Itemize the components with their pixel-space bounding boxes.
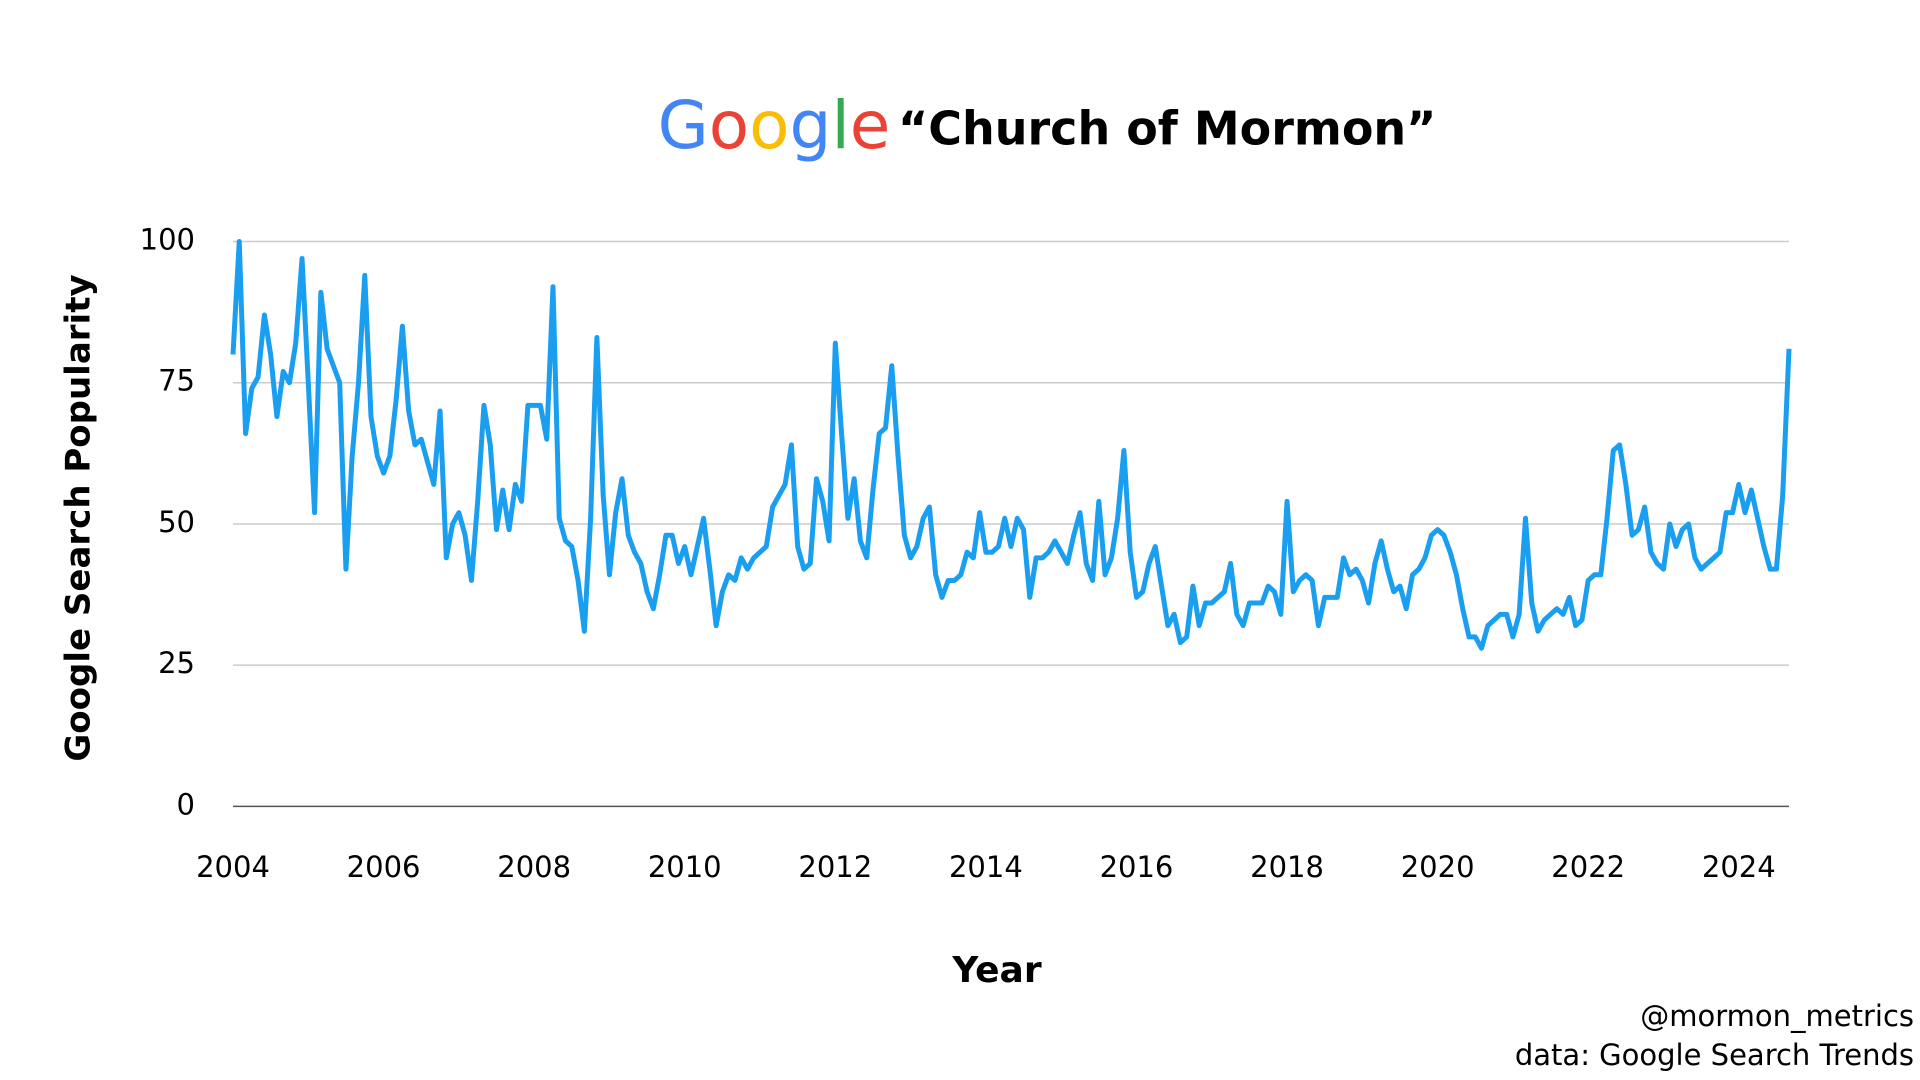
credit: @mormon_metrics — [1640, 999, 1914, 1033]
x-tick-label: 2008 — [497, 850, 571, 884]
source: data: Google Search Trends — [1515, 1038, 1914, 1072]
x-tick-label: 2010 — [648, 850, 722, 884]
x-tick-label: 2020 — [1401, 850, 1475, 884]
logo-letter: g — [790, 87, 832, 164]
logo: Google — [658, 87, 891, 164]
y-tick-label: 0 — [177, 787, 195, 821]
x-axis-label: Year — [951, 950, 1041, 991]
y-tick-label: 50 — [158, 505, 195, 539]
logo-letter: G — [658, 87, 709, 164]
logo-letter: o — [749, 87, 789, 164]
x-tick-label: 2006 — [347, 850, 421, 884]
x-tick-label: 2024 — [1702, 850, 1776, 884]
data-line — [230, 239, 1792, 651]
logo-letter: l — [831, 87, 849, 164]
y-tick-label: 75 — [158, 364, 195, 398]
x-tick-label: 2022 — [1551, 850, 1625, 884]
x-tick-label: 2018 — [1250, 850, 1324, 884]
y-tick-label: 25 — [158, 646, 195, 680]
logo-letter: e — [850, 87, 891, 164]
x-tick-label: 2012 — [798, 850, 872, 884]
x-tick-label: 2016 — [1100, 850, 1174, 884]
y-tick-label: 100 — [140, 223, 195, 257]
x-tick-label: 2004 — [196, 850, 270, 884]
logo-letter: o — [709, 87, 749, 164]
chart-title: “Church of Mormon” — [898, 102, 1436, 156]
x-tick-label: 2014 — [949, 850, 1023, 884]
y-axis-label: Google Search Popularity — [59, 274, 99, 761]
